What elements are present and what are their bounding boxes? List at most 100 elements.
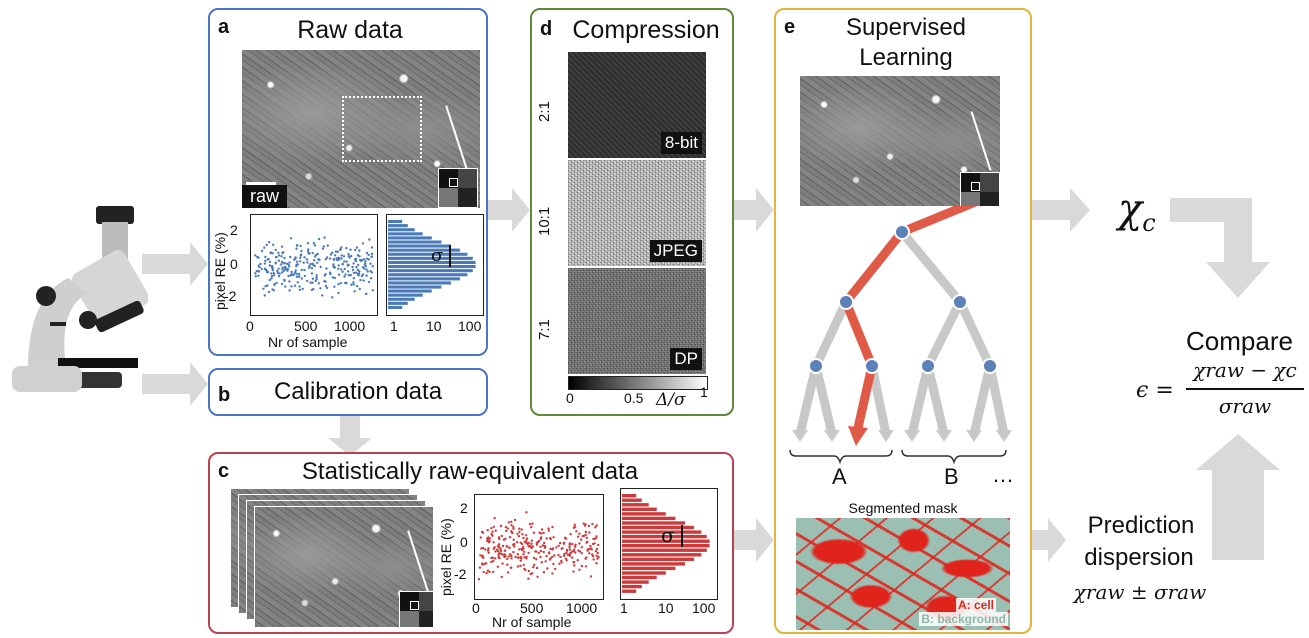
- colorbar-tick-0: 0: [566, 390, 574, 406]
- panel-a: a Raw data raw σ 2 0 -2 pixel RE (%) 0 5…: [208, 8, 488, 356]
- scatter-point: [508, 546, 511, 550]
- scatter-point: [500, 534, 503, 538]
- scatter-point: [518, 527, 521, 530]
- scatter-point: [516, 532, 519, 536]
- scatter-point: [269, 251, 272, 254]
- compressed-image-8bit: 8-bit: [568, 52, 706, 158]
- scatter-point: [577, 549, 580, 552]
- scatter-point: [339, 248, 342, 251]
- scatter-point: [266, 284, 269, 287]
- scatter-point: [492, 547, 495, 550]
- scatter-point: [546, 567, 549, 570]
- scatter-point: [307, 266, 311, 269]
- scatter-point: [576, 535, 580, 538]
- ytick-0: 0: [230, 256, 238, 272]
- scatter-point: [290, 270, 293, 274]
- hist-bar: [622, 575, 657, 580]
- scatter-point: [359, 278, 362, 282]
- scatter-point: [367, 253, 370, 257]
- scatter-point: [283, 256, 286, 260]
- scatter-point: [371, 265, 374, 268]
- scatter-point: [496, 565, 500, 568]
- scatter-point: [277, 251, 280, 254]
- scatter-point: [547, 529, 551, 532]
- scatter-point: [497, 543, 501, 546]
- hist-bar: [622, 557, 694, 561]
- scatter-point: [265, 243, 268, 247]
- scatter-point: [529, 572, 532, 576]
- panel-b: b Calibration data: [208, 368, 488, 416]
- scatter-point: [254, 275, 257, 278]
- scatter-point: [263, 262, 266, 265]
- scatter-point: [354, 248, 357, 252]
- hist-bar: [622, 525, 694, 530]
- hist-bar: [622, 516, 676, 521]
- scatter-point: [315, 278, 318, 281]
- scatter-point: [347, 263, 350, 267]
- scatter-point: [338, 257, 341, 260]
- scatter-point: [371, 289, 374, 292]
- scatter-point: [497, 536, 501, 539]
- scatter-point: [264, 259, 267, 262]
- scatter-point: [537, 551, 540, 555]
- pointer-line: [407, 530, 429, 592]
- scatter-point: [480, 530, 484, 534]
- scatter-point: [341, 262, 344, 266]
- hist-plot-c: σ: [620, 488, 718, 600]
- scatter-point: [524, 534, 528, 537]
- hist-bar: [388, 269, 473, 273]
- panel-b-title: Calibration data: [273, 378, 443, 405]
- scatter-point: [549, 536, 552, 540]
- scatter-point: [590, 548, 593, 551]
- scatter-point: [260, 249, 264, 253]
- scatter-point: [295, 260, 299, 263]
- scatter-point: [580, 552, 583, 555]
- scatter-point: [311, 262, 314, 265]
- scatter-point: [558, 541, 562, 545]
- raw-microscopy-image: raw: [242, 50, 480, 208]
- compressed-image-jpeg: JPEG: [568, 160, 706, 266]
- epsilon-numerator: χraw − χc: [1193, 358, 1297, 382]
- xtick-1000: 1000: [334, 318, 366, 334]
- hist-bar: [388, 293, 423, 297]
- scatter-point: [530, 542, 533, 545]
- scatter-point: [502, 538, 506, 541]
- scatter-point: [332, 265, 335, 268]
- scatter-point: [293, 271, 297, 274]
- scatter-point: [337, 283, 340, 286]
- scatter-point: [491, 530, 494, 533]
- scatter-point: [568, 548, 572, 551]
- scatter-point: [571, 542, 574, 546]
- scatter-plot-c: [474, 494, 604, 600]
- scatter-point: [580, 546, 583, 549]
- scatter-point: [576, 559, 579, 562]
- method-label: 8-bit: [660, 132, 702, 154]
- colorbar: [568, 376, 708, 390]
- scatter-point: [337, 267, 340, 270]
- scatter-point: [316, 261, 319, 264]
- scatter-point: [513, 518, 517, 522]
- scatter-point: [496, 549, 500, 553]
- scatter-point: [594, 526, 597, 529]
- scatter-point: [520, 557, 523, 560]
- hist-bar: [388, 256, 473, 260]
- scatter-point: [585, 536, 588, 539]
- scatter-point: [349, 248, 352, 251]
- scatter-point: [525, 539, 528, 542]
- scatter-point: [589, 575, 593, 578]
- scatter-point: [357, 263, 360, 267]
- scatter-point: [278, 254, 281, 257]
- scatter-point: [310, 267, 314, 270]
- scatter-point: [258, 265, 261, 269]
- scatter-point: [345, 246, 348, 250]
- scatter-point: [531, 545, 534, 548]
- scatter-point: [518, 548, 521, 551]
- scatter-point: [540, 532, 543, 535]
- scatter-point: [295, 247, 298, 250]
- scatter-point: [332, 263, 335, 266]
- scatter-point: [364, 260, 367, 263]
- scatter-point: [477, 578, 481, 581]
- scatter-point: [573, 525, 577, 528]
- stack-image-front: [254, 506, 434, 628]
